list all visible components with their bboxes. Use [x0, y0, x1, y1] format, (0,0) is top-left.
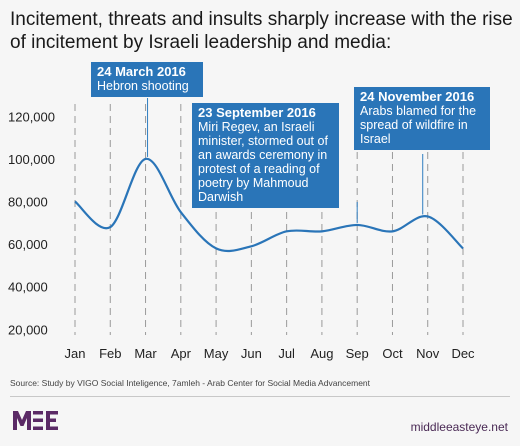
x-tick-label: Jan [65, 346, 86, 361]
data-point-apr [179, 211, 182, 214]
y-tick-label: 80,000 [8, 195, 48, 210]
y-tick-label: 120,000 [8, 109, 55, 124]
x-axis: Jan Feb Mar Apr May Jun Jul Aug Sep Oct Nov Dec [65, 346, 476, 361]
data-point-oct [391, 230, 394, 233]
data-point-nov [426, 215, 429, 218]
annotation-hebron-shooting: 24 March 2016 Hebron shooting [91, 62, 203, 97]
x-tick-label: Aug [310, 346, 333, 361]
site-url[interactable]: middleeasteye.net [410, 420, 508, 434]
y-tick-label: 60,000 [8, 237, 48, 252]
x-tick-label: Sep [346, 346, 369, 361]
annotation-date: 24 March 2016 [97, 64, 186, 79]
annotation-wildfire: 24 November 2016 Arabs blamed for the sp… [354, 87, 490, 150]
x-tick-label: Jul [278, 346, 295, 361]
x-tick-label: Mar [134, 346, 157, 361]
x-tick-label: May [204, 346, 229, 361]
data-point-feb [109, 226, 112, 229]
data-point-aug [320, 230, 323, 233]
data-point-dec [462, 247, 465, 250]
x-tick-label: Nov [416, 346, 440, 361]
x-tick-label: Dec [451, 346, 475, 361]
annotation-leaders [147, 98, 424, 223]
annotation-date: 23 September 2016 [198, 105, 316, 120]
y-axis: 20,000 40,000 60,000 80,000 100,000 120,000 [8, 109, 55, 337]
data-point-mar [144, 157, 147, 160]
series-layer [74, 157, 465, 253]
x-tick-label: Jun [241, 346, 262, 361]
annotation-text: Hebron shooting [97, 79, 189, 93]
annotation-miri-regev: 23 September 2016 Miri Regev, an Israeli… [192, 103, 339, 208]
data-point-sep [356, 223, 359, 226]
x-tick-label: Oct [382, 346, 403, 361]
data-point-jan [74, 200, 77, 203]
annotation-date: 24 November 2016 [360, 89, 475, 104]
annotation-text: Arabs blamed for the spread of wildfire … [360, 104, 477, 146]
y-tick-label: 100,000 [8, 152, 55, 167]
mee-logo [13, 411, 58, 430]
footer-divider [10, 396, 510, 397]
x-tick-label: Feb [99, 346, 121, 361]
data-point-jul [285, 230, 288, 233]
x-tick-label: Apr [171, 346, 192, 361]
annotation-text: Miri Regev, an Israeli minister, stormed… [198, 120, 328, 204]
chart-title: Incitement, threats and insults sharply … [10, 9, 513, 53]
y-tick-label: 40,000 [8, 280, 48, 295]
series-line [74, 157, 464, 253]
source-note: Source: Study by VIGO Social Inteligence… [10, 378, 371, 388]
data-point-jun [250, 245, 253, 248]
data-point-may [215, 247, 218, 250]
y-tick-label: 20,000 [8, 322, 48, 337]
